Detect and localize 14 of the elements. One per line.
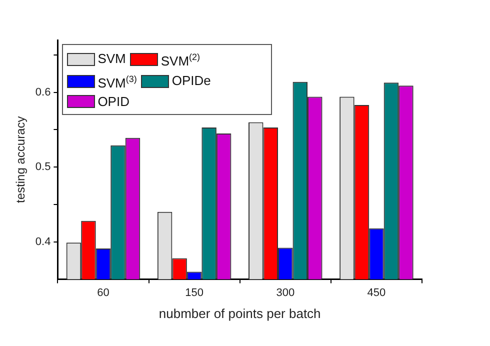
x-tick-label: 150 bbox=[185, 286, 204, 299]
y-tick-label: 0.4 bbox=[35, 236, 51, 248]
x-tick-label: 60 bbox=[97, 286, 110, 299]
legend-label: OPID bbox=[98, 92, 130, 111]
x-tick-label: 450 bbox=[367, 286, 386, 299]
y-axis-title: testing accuracy bbox=[14, 116, 28, 203]
y-tick-label: 0.6 bbox=[35, 86, 51, 98]
x-tick-label: 300 bbox=[276, 286, 295, 299]
y-tick-label: 0.5 bbox=[35, 161, 51, 174]
legend-label: SVM bbox=[98, 50, 126, 68]
legend-label: SVM$^{(3)}$ bbox=[98, 73, 137, 93]
legend-label: OPIDe bbox=[172, 72, 211, 90]
x-axis-title: nubmber of points per batch bbox=[158, 306, 321, 321]
legend-label: SVM$^{(2)}$ bbox=[160, 51, 200, 70]
